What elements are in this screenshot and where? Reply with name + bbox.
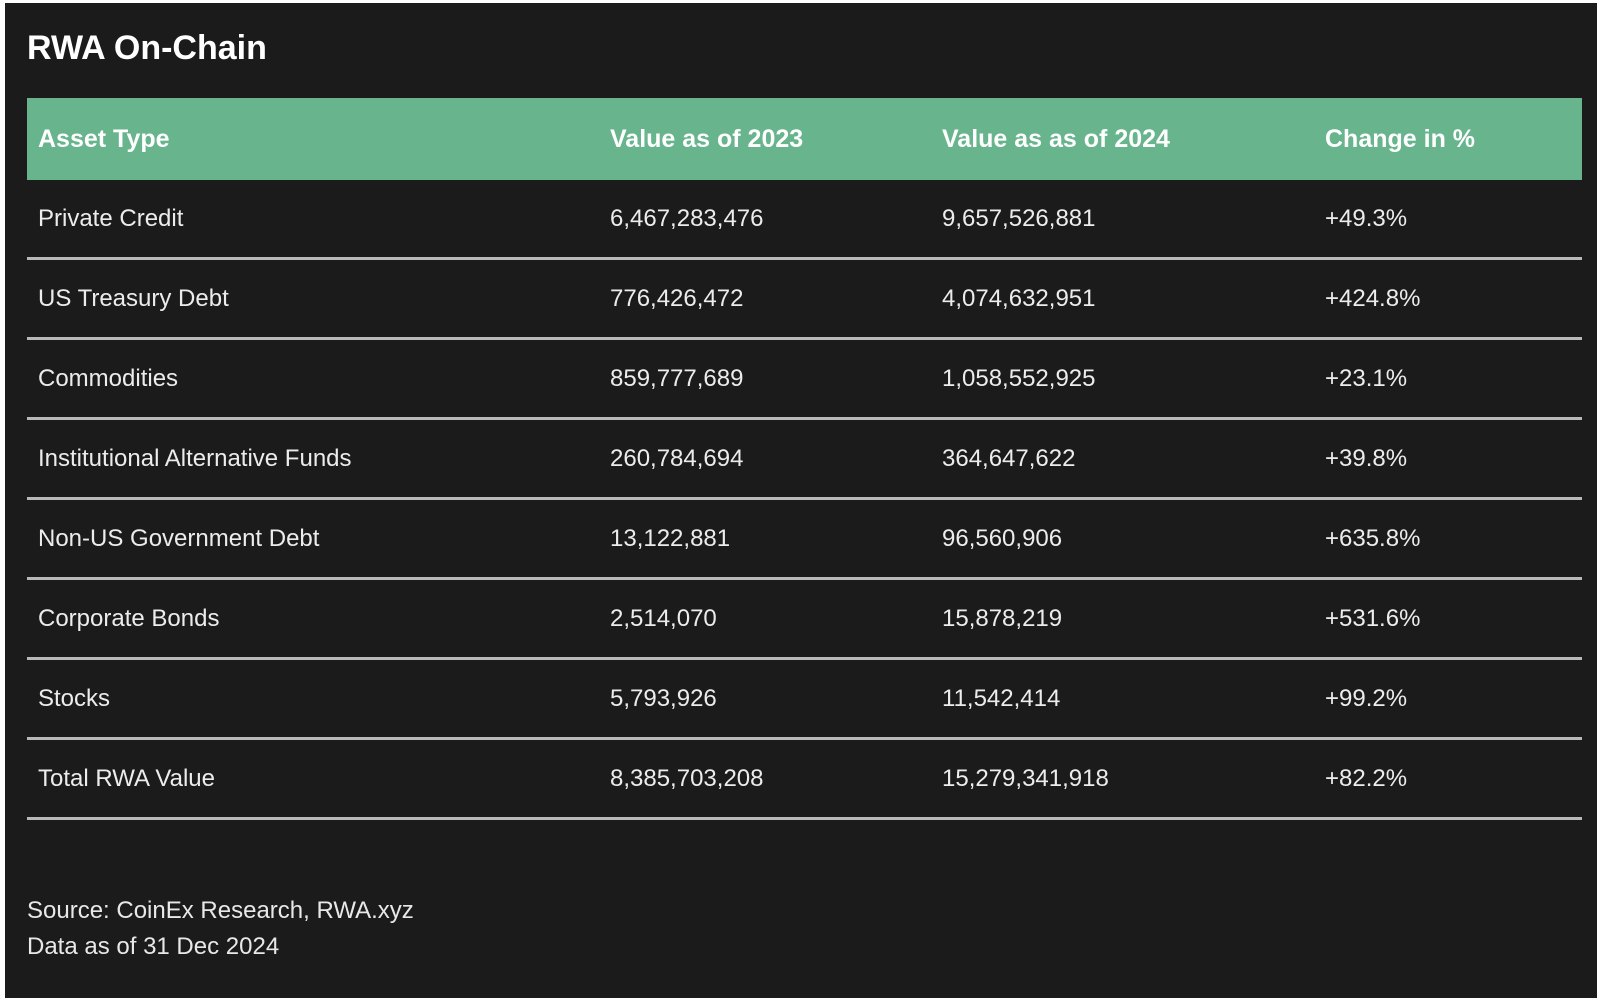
date-note: Data as of 31 Dec 2024 xyxy=(27,933,280,960)
table-row: Non-US Government Debt 13,122,881 96,560… xyxy=(27,500,1582,580)
cell-value-2023: 776,426,472 xyxy=(610,284,744,312)
cell-change-percent: +23.1% xyxy=(1325,364,1408,392)
table-row: Corporate Bonds 2,514,070 15,878,219 +53… xyxy=(27,580,1582,660)
cell-change-percent: +424.8% xyxy=(1325,284,1421,312)
table-row: Institutional Alternative Funds 260,784,… xyxy=(27,420,1582,500)
cell-value-2023: 13,122,881 xyxy=(610,524,731,552)
table-row: Commodities 859,777,689 1,058,552,925 +2… xyxy=(27,340,1582,420)
cell-value-2024: 96,560,906 xyxy=(942,524,1063,552)
cell-value-2024: 364,647,622 xyxy=(942,444,1076,472)
cell-value-2023: 859,777,689 xyxy=(610,364,744,392)
rwa-table-card: RWA On-Chain Asset Type Value as of 2023… xyxy=(5,3,1597,998)
source-text: Source: CoinEx Research, RWA.xyz xyxy=(27,897,414,924)
cell-value-2023: 2,514,070 xyxy=(610,604,717,632)
table-row-total: Total RWA Value 8,385,703,208 15,279,341… xyxy=(27,740,1582,820)
page-title: RWA On-Chain xyxy=(27,29,267,67)
header-value-2023: Value as of 2023 xyxy=(610,124,804,153)
cell-change-percent: +82.2% xyxy=(1325,764,1408,792)
cell-change-percent: +39.8% xyxy=(1325,444,1408,472)
cell-change-percent: +49.3% xyxy=(1325,204,1408,232)
rwa-table: Asset Type Value as of 2023 Value as as … xyxy=(27,98,1582,820)
cell-asset-type: Institutional Alternative Funds xyxy=(38,444,352,472)
table-row: Private Credit 6,467,283,476 9,657,526,8… xyxy=(27,180,1582,260)
cell-value-2024: 15,878,219 xyxy=(942,604,1063,632)
cell-value-2024: 11,542,414 xyxy=(942,684,1061,712)
source-note: Source: CoinEx Research, RWA.xyz Data as… xyxy=(27,893,414,965)
table-row: US Treasury Debt 776,426,472 4,074,632,9… xyxy=(27,260,1582,340)
cell-value-2024: 9,657,526,881 xyxy=(942,204,1096,232)
cell-asset-type: Private Credit xyxy=(38,204,184,232)
cell-asset-type: Total RWA Value xyxy=(38,764,215,792)
cell-change-percent: +531.6% xyxy=(1325,604,1421,632)
cell-asset-type: US Treasury Debt xyxy=(38,284,229,312)
cell-value-2023: 8,385,703,208 xyxy=(610,764,764,792)
table-row: Stocks 5,793,926 11,542,414 +99.2% xyxy=(27,660,1582,740)
cell-value-2023: 6,467,283,476 xyxy=(610,204,764,232)
cell-asset-type: Commodities xyxy=(38,364,179,392)
cell-value-2024: 4,074,632,951 xyxy=(942,284,1096,312)
cell-value-2024: 1,058,552,925 xyxy=(942,364,1096,392)
cell-change-percent: +635.8% xyxy=(1325,524,1421,552)
header-asset-type: Asset Type xyxy=(38,124,170,153)
cell-change-percent: +99.2% xyxy=(1325,684,1408,712)
cell-value-2023: 5,793,926 xyxy=(610,684,717,712)
cell-value-2023: 260,784,694 xyxy=(610,444,744,472)
header-value-2024: Value as as of 2024 xyxy=(942,124,1170,153)
table-header-row: Asset Type Value as of 2023 Value as as … xyxy=(27,98,1582,180)
cell-asset-type: Non-US Government Debt xyxy=(38,524,320,552)
cell-asset-type: Stocks xyxy=(38,684,111,712)
cell-value-2024: 15,279,341,918 xyxy=(942,764,1109,792)
cell-asset-type: Corporate Bonds xyxy=(38,604,220,632)
header-change-percent: Change in % xyxy=(1325,124,1476,153)
